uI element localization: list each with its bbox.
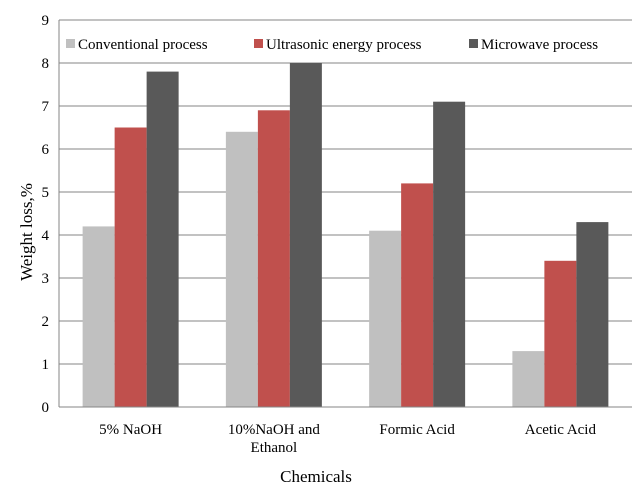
- bar-2-2: [257, 110, 290, 408]
- bar-3-3: [433, 101, 466, 407]
- y-tick-label: 6: [42, 142, 50, 158]
- y-tick-labels: 0 1 2 3 4 5 6 7 8 9: [42, 13, 50, 416]
- y-tick-label: 3: [42, 271, 50, 287]
- bar-3-2: [289, 63, 322, 407]
- x-axis-title: Chemicals: [280, 467, 352, 486]
- x-tick-labels: 5% NaOH 10%NaOH and Ethanol Formic Acid Acet…: [99, 422, 596, 456]
- x-tick-label: 5% NaOH: [99, 422, 162, 438]
- legend-label-1: Conventional process: [78, 37, 208, 53]
- bar-2-3: [401, 183, 434, 407]
- x-tick-label: Ethanol: [251, 440, 298, 456]
- y-tick-label: 7: [42, 99, 50, 115]
- y-tick-label: 8: [42, 56, 50, 72]
- legend-swatch-3: [469, 39, 478, 48]
- x-tick-label: 10%NaOH and: [228, 422, 321, 438]
- y-tick-label: 0: [42, 400, 50, 416]
- y-tick-label: 2: [42, 314, 50, 330]
- bar-2-4: [544, 260, 577, 407]
- bar-3-1: [146, 71, 179, 407]
- y-tick-label: 1: [42, 357, 50, 373]
- x-tick-label: Acetic Acid: [525, 422, 597, 438]
- legend-swatch-2: [254, 39, 263, 48]
- y-tick-label: 9: [42, 13, 50, 29]
- y-tick-label: 4: [42, 228, 50, 244]
- bar-1-1: [82, 226, 115, 407]
- legend-label-3: Microwave process: [481, 37, 598, 53]
- bar-1-2: [225, 131, 258, 408]
- x-tick-label: Formic Acid: [379, 422, 455, 438]
- bar-3-4: [576, 222, 609, 407]
- bar-1-4: [512, 351, 545, 407]
- bar-2-1: [114, 127, 147, 407]
- bar-1-3: [369, 230, 402, 407]
- legend-swatch-1: [66, 39, 75, 48]
- legend-label-2: Ultrasonic energy process: [266, 37, 422, 53]
- y-tick-label: 5: [42, 185, 50, 201]
- y-axis-title: Weight loss,%: [17, 183, 36, 281]
- bars: [82, 63, 609, 408]
- axes: [58, 20, 632, 408]
- legend: Conventional process Ultrasonic energy pr…: [66, 37, 598, 53]
